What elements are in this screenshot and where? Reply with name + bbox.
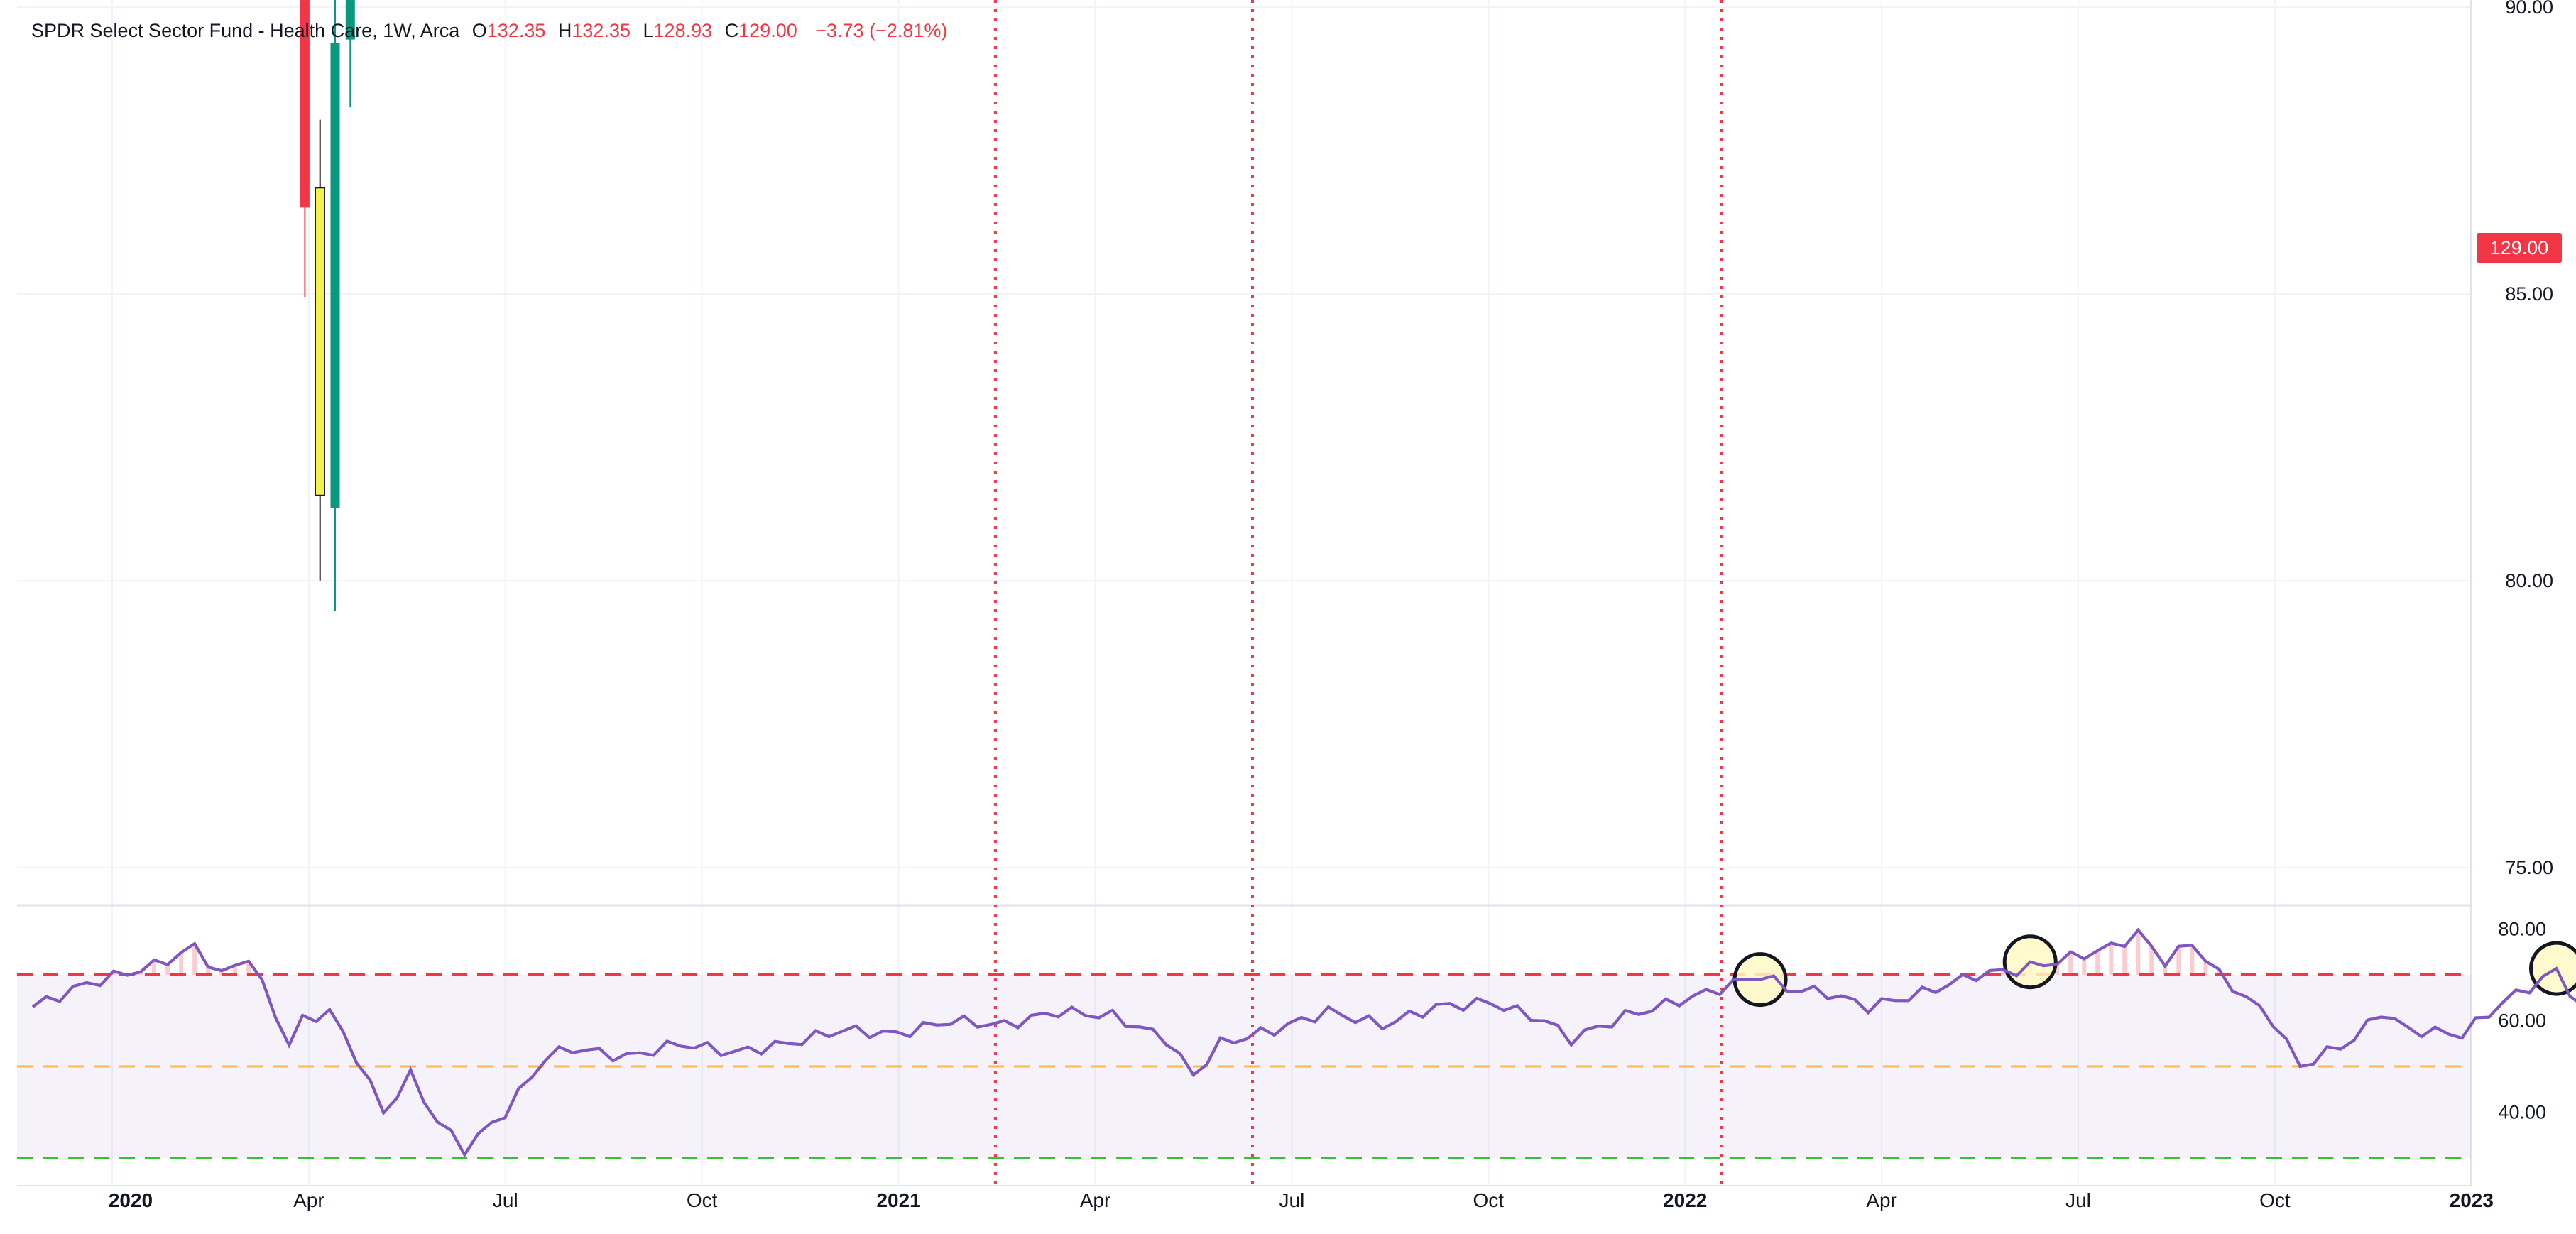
- time-tick-label: Oct: [687, 1189, 718, 1211]
- candle-body: [315, 187, 325, 496]
- price-tick-label: 90.00: [2505, 0, 2553, 18]
- price-tick-label: 75.00: [2505, 857, 2553, 878]
- candle-body: [300, 0, 310, 208]
- high-label: H: [557, 20, 572, 41]
- price-tick-label: 80.00: [2505, 570, 2553, 591]
- price-tick-label: 85.00: [2505, 283, 2553, 305]
- grid: [17, 0, 2472, 1186]
- high-value: 132.35: [572, 20, 631, 41]
- time-tick-label: Jul: [1279, 1189, 1305, 1211]
- symbol-title: SPDR Select Sector Fund - Health Care, 1…: [31, 20, 460, 41]
- last-price-tag: 129.00: [2477, 233, 2562, 263]
- time-tick-label: 2020: [109, 1189, 153, 1211]
- candle-body: [345, 0, 355, 40]
- candle: [300, 0, 310, 297]
- open-value: 132.35: [486, 20, 546, 41]
- time-tick-label: Oct: [1473, 1189, 1505, 1211]
- time-tick-label: 2022: [1663, 1189, 1707, 1211]
- time-tick-label: 2021: [876, 1189, 920, 1211]
- change-value: −3.73 (−2.81%): [815, 20, 948, 41]
- candle: [345, 0, 355, 108]
- rsi-circle-marker[interactable]: [2529, 941, 2576, 996]
- candle: [315, 119, 325, 581]
- vertical-markers[interactable]: [993, 0, 1723, 1186]
- rsi-band: [17, 973, 2471, 1159]
- rsi-indicator: [31, 927, 2576, 1158]
- close-value: 129.00: [738, 20, 797, 41]
- time-tick-label: Jul: [493, 1189, 518, 1211]
- symbol-legend: SPDR Select Sector Fund - Health Care, 1…: [31, 20, 947, 42]
- low-value: 128.93: [653, 20, 713, 41]
- close-label: C: [724, 20, 739, 41]
- rsi-tick-label: 40.00: [2498, 1102, 2546, 1123]
- rsi-tick-label: 60.00: [2498, 1010, 2546, 1032]
- rsi-tick-label: 80.00: [2498, 919, 2546, 940]
- rsi-line-overlay: [31, 927, 2576, 1158]
- time-tick-label: Apr: [1866, 1189, 1897, 1211]
- time-tick-label: Apr: [293, 1189, 324, 1211]
- candle: [330, 0, 340, 611]
- candles: [300, 0, 355, 611]
- open-label: O: [471, 20, 487, 41]
- time-tick-label: Jul: [2065, 1189, 2091, 1211]
- time-tick-label: Oct: [2259, 1189, 2291, 1211]
- candle-body: [330, 43, 340, 508]
- time-tick-label: Apr: [1080, 1189, 1111, 1211]
- axes: 75.0080.0085.0090.0095.00100.00105.00110…: [109, 0, 2553, 1211]
- low-label: L: [643, 20, 654, 41]
- time-tick-label: 2023: [2450, 1189, 2494, 1211]
